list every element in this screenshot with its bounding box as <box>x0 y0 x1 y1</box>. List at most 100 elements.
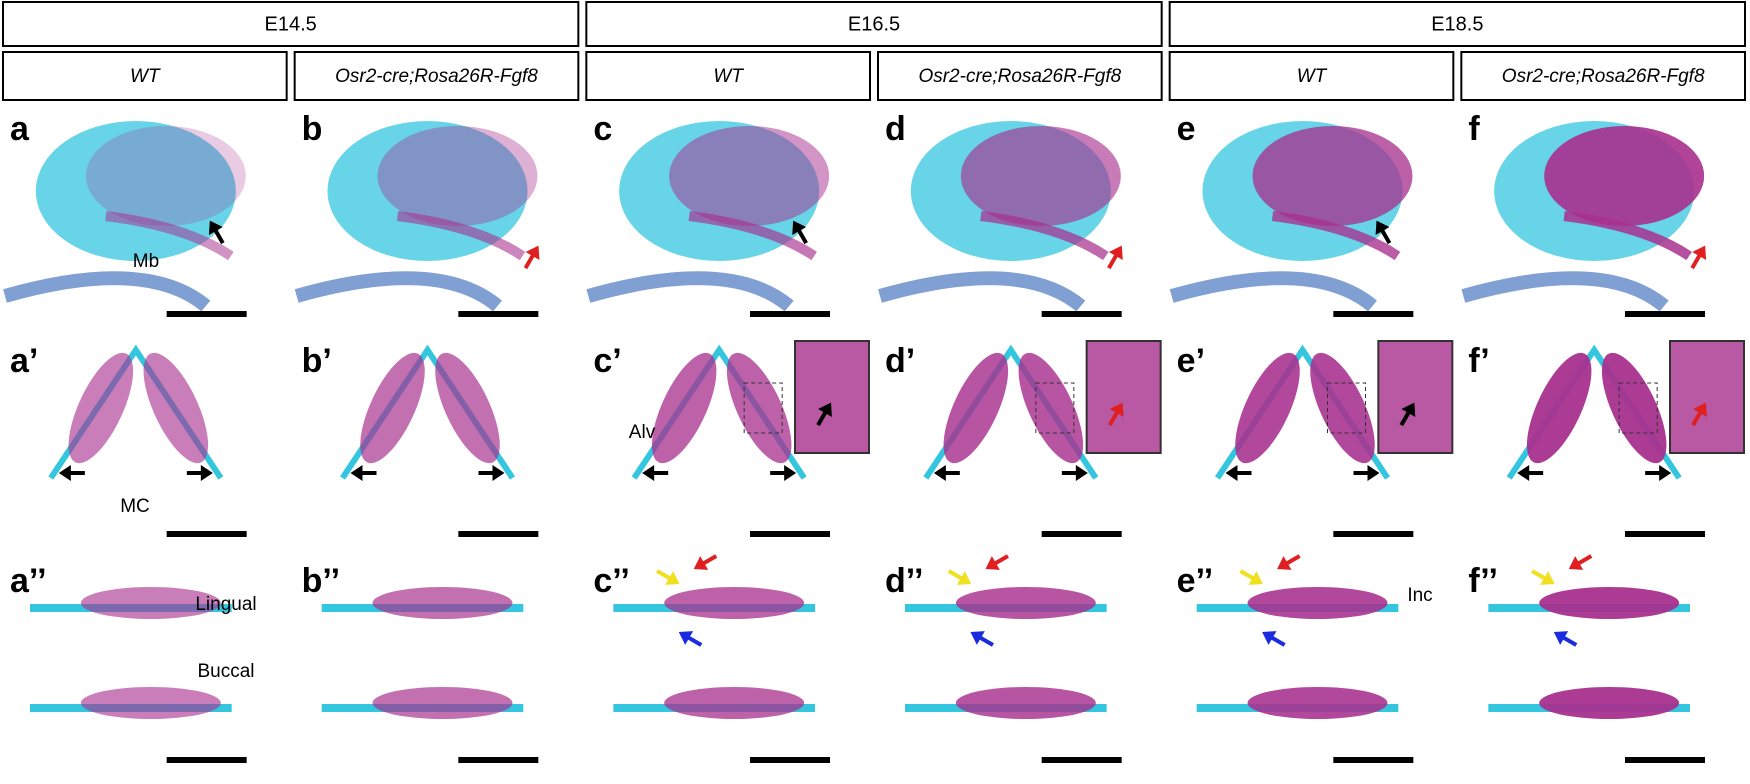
panel: e <box>1169 110 1414 317</box>
arrow-head <box>1517 465 1530 481</box>
mandible-left <box>651 352 717 464</box>
arrow-head <box>1367 465 1380 481</box>
arrow <box>1353 465 1380 481</box>
arrow-head <box>1693 402 1707 417</box>
arrow-head <box>350 465 363 481</box>
arrowhead <box>208 220 225 245</box>
skull-bone <box>960 126 1121 226</box>
inset-frame <box>1327 382 1366 434</box>
spine <box>878 271 1086 312</box>
arrow-head <box>1225 465 1238 481</box>
inset-frame <box>743 382 783 434</box>
inset <box>1085 340 1162 454</box>
arrowhead <box>792 220 808 245</box>
arrow-head <box>970 631 985 645</box>
jaw-bone <box>955 587 1096 619</box>
panel: d’’ <box>885 562 1122 763</box>
arrow <box>1061 465 1088 481</box>
panel: b’’ <box>302 562 539 763</box>
panel-label: b <box>302 110 323 148</box>
arrowhead <box>1107 245 1123 270</box>
jaw-bone <box>372 587 513 619</box>
arrow <box>985 554 1009 570</box>
arrow-head <box>956 571 972 585</box>
header-box <box>2 1 580 47</box>
arrowhead <box>816 402 832 427</box>
panel: b <box>294 110 539 317</box>
arrow-head <box>1568 556 1584 570</box>
panel-label: d <box>885 110 906 148</box>
arrow-head <box>492 465 505 481</box>
arrow-head <box>1277 556 1292 570</box>
panel: f’’ <box>1468 562 1705 763</box>
panel: d <box>878 110 1122 317</box>
panel-label: a <box>10 110 30 148</box>
panel-label: c’’ <box>593 562 630 600</box>
panel-label: b’ <box>302 342 332 380</box>
spine <box>294 271 502 312</box>
mandible-right <box>726 352 792 464</box>
header-box <box>585 1 1163 47</box>
subheader-label: WT <box>1297 66 1328 87</box>
arrow-head <box>200 465 213 481</box>
panel-label: c’ <box>593 342 621 380</box>
arrow-head <box>693 556 709 570</box>
arrow <box>642 465 669 481</box>
jaw-bone <box>80 687 221 719</box>
arrow <box>1277 554 1301 570</box>
arrow-head <box>1262 631 1277 645</box>
panel-label: c <box>593 110 612 148</box>
arrowhead <box>523 245 540 270</box>
arrow-head <box>665 571 680 585</box>
arrow <box>1553 631 1578 647</box>
subheader-label: Osr2-cre;Rosa26R-Fgf8 <box>335 66 538 87</box>
panel: a’’ Lingual Buccal <box>10 562 257 763</box>
jaw-bone <box>372 687 513 719</box>
arrow <box>1531 569 1555 585</box>
subheader-box <box>293 51 580 101</box>
annotation: Inc <box>1407 585 1432 606</box>
jaw-bone <box>1247 687 1388 719</box>
annotation: Buccal <box>197 661 254 682</box>
mandible-right <box>435 352 500 464</box>
mandible-left <box>360 352 425 464</box>
inset <box>1377 340 1454 454</box>
arrow <box>58 465 85 481</box>
panel-label: a’ <box>10 342 38 380</box>
arrowhead <box>1690 245 1707 270</box>
jaw-bone <box>664 687 805 719</box>
arrow <box>693 554 718 570</box>
inset-frame <box>1618 382 1658 434</box>
panel-label: f’’ <box>1468 562 1498 600</box>
arrow-head <box>678 631 694 645</box>
arrowhead <box>1375 220 1392 245</box>
arrow <box>1262 631 1286 647</box>
inset <box>794 340 870 454</box>
skull-bone <box>1544 126 1705 226</box>
arrow-head <box>1109 402 1124 417</box>
mandible-left <box>1526 352 1592 464</box>
inset-frame <box>1035 382 1075 434</box>
subheader-box <box>1168 51 1455 101</box>
mandible-right <box>1018 352 1084 464</box>
mandible <box>980 211 1109 261</box>
arrow <box>478 465 505 481</box>
arrow-head <box>525 245 540 260</box>
arrow <box>1225 465 1252 481</box>
subheader-label: WT <box>130 66 161 87</box>
spine <box>586 271 794 312</box>
subheader-box <box>877 51 1163 101</box>
arrow-head <box>1692 245 1707 260</box>
arrow-head <box>784 465 797 481</box>
arrow-head <box>1553 631 1569 645</box>
header-label: E16.5 <box>848 13 900 35</box>
subheader-box <box>2 51 288 101</box>
arrow <box>1517 465 1544 481</box>
subheader-box <box>585 51 871 101</box>
skull-bone <box>377 126 538 226</box>
arrow <box>1568 554 1593 570</box>
jaw-bone <box>80 587 221 619</box>
arrow <box>656 569 680 585</box>
panel: e’’ Inc <box>1177 562 1433 763</box>
skull <box>35 121 236 261</box>
